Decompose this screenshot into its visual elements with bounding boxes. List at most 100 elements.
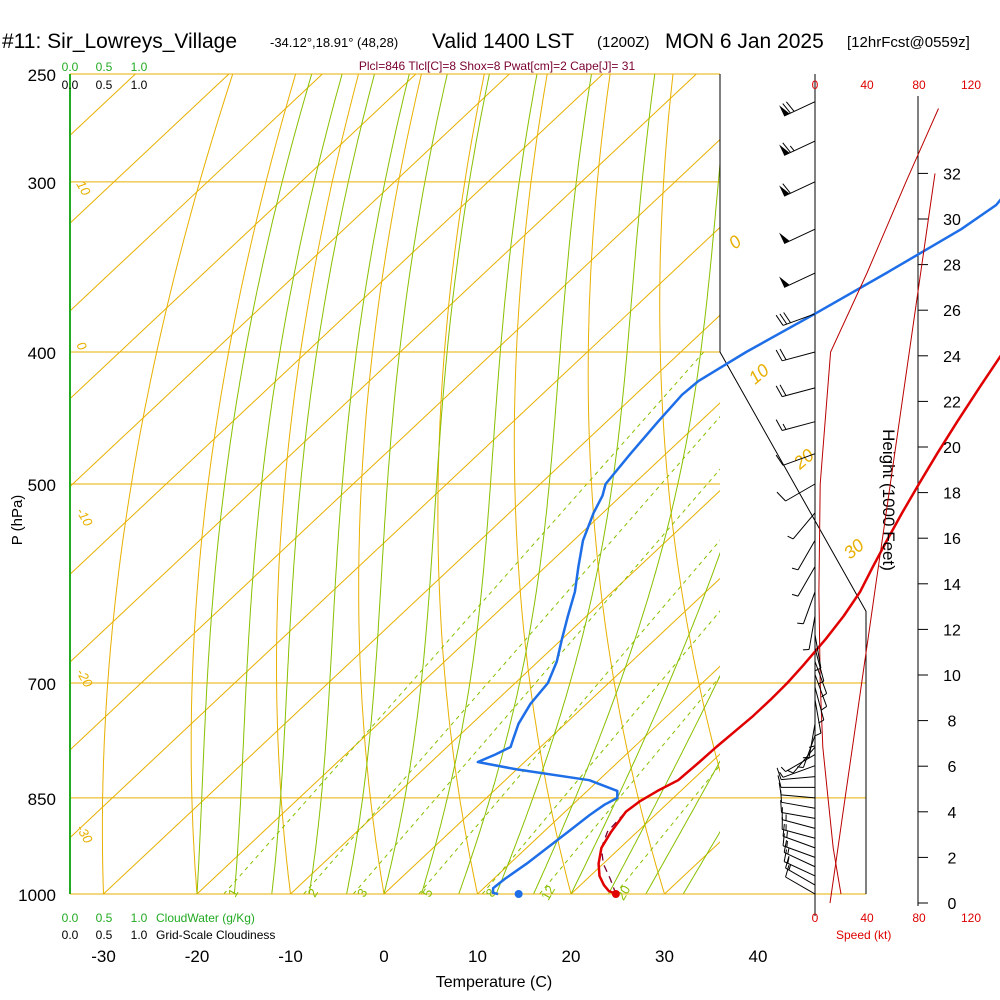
mixing-ratio-label: 12: [538, 883, 558, 903]
barb-flag: [783, 849, 788, 862]
barb-flag: [775, 349, 783, 362]
barb-flag: [777, 775, 782, 788]
dry-adiabat-label: 0: [73, 339, 90, 353]
dry-adiabat: [987, 50, 1000, 894]
isotherm: [290, 490, 720, 894]
barb-pennant: [779, 232, 790, 244]
barb-half-flag: [788, 863, 792, 871]
cloud-top-tick: 1.0: [131, 60, 148, 74]
surface-temp-dot: [611, 890, 620, 898]
isotherm: [70, 74, 230, 224]
barb-flag: [776, 491, 786, 502]
wind-barb: [782, 833, 816, 858]
parcel-path: [600, 811, 627, 895]
wind-barb: [781, 807, 816, 829]
height-tick-label: 26: [943, 303, 961, 320]
wind-barb: [783, 840, 816, 868]
pressure-tick-label: 300: [28, 174, 56, 193]
dry-adiabat: [587, 74, 665, 894]
moist-adiabat: [420, 74, 538, 894]
wind-barb: [775, 384, 816, 398]
barb-flag: [775, 454, 784, 466]
barb-half-flag: [787, 535, 794, 540]
forecast-date: MON 6 Jan 2025: [665, 30, 824, 53]
barb-staff: [792, 746, 816, 774]
wind-barb: [775, 312, 816, 326]
pressure-tick-label: 700: [28, 675, 56, 694]
barb-staff: [814, 661, 828, 694]
barb-half-flag: [818, 719, 825, 724]
height-tick-label: 28: [943, 258, 961, 275]
moist-adiabat: [271, 74, 375, 894]
isotherm: [852, 74, 1000, 894]
moist-adiabat: [495, 74, 656, 894]
height-tick-label: 0: [948, 896, 957, 913]
speed-top-tick: 80: [912, 78, 926, 92]
height-tick-label: 4: [948, 805, 957, 822]
moist-adiabat: [383, 74, 490, 894]
wind-barb: [814, 699, 822, 737]
wind-barb: [777, 775, 815, 788]
mixing-ratio-label: 3: [354, 886, 371, 900]
pressure-tick-label: 400: [28, 344, 56, 363]
barb-pennant: [779, 105, 790, 117]
mixing-ratio-line: [418, 539, 720, 894]
barb-flag: [785, 864, 790, 878]
temp-tick-label: 30: [655, 947, 674, 966]
barb-half-flag: [786, 831, 788, 838]
barb-staff: [783, 851, 816, 868]
barb-half-flag: [787, 847, 790, 855]
barb-flag: [775, 419, 783, 431]
barb-staff: [782, 313, 816, 326]
barb-staff: [785, 867, 816, 886]
speed-bottom-tick: 40: [860, 911, 874, 925]
barb-flag: [782, 183, 791, 194]
height-tick-label: 6: [948, 759, 957, 776]
isotherm: [383, 577, 720, 894]
barb-staff: [782, 351, 816, 362]
cloudiness-bottom-tick: 1.0: [131, 928, 148, 942]
barb-staff: [808, 615, 816, 650]
dry-adiabat-label: -20: [73, 666, 96, 690]
wind-barb: [775, 419, 816, 431]
wind-barb: [780, 800, 816, 819]
barb-pennant: [779, 276, 790, 288]
isotherm-label: 0: [725, 231, 746, 253]
temp-tick-label: -30: [91, 947, 116, 966]
barb-staff: [782, 828, 816, 839]
moist-adiabat: [308, 74, 410, 894]
height-pressure-curve: [829, 173, 936, 904]
barb-half-flag: [780, 766, 786, 772]
mixing-ratio-label: 5: [419, 886, 436, 900]
barb-staff: [814, 687, 825, 721]
barb-staff: [797, 566, 816, 597]
barb-staff: [782, 421, 816, 431]
mixing-ratio-line: [352, 468, 720, 894]
dry-adiabat-label: -30: [73, 822, 96, 846]
barb-half-flag: [821, 706, 827, 711]
barb-half-flag: [815, 667, 822, 672]
barb-staff: [783, 140, 816, 156]
wind-barb: [787, 746, 816, 774]
x-axis-label: Temperature (C): [436, 974, 552, 991]
mixing-ratio-label: 1: [225, 886, 242, 900]
barb-flag: [779, 348, 787, 361]
moist-adiabat: [570, 551, 720, 894]
barb-staff: [782, 765, 816, 778]
pressure-tick-label: 1000: [18, 886, 56, 905]
barb-half-flag: [791, 593, 799, 597]
barb-staff: [781, 801, 816, 809]
barb-staff: [808, 723, 816, 758]
mixing-ratio-line: [223, 351, 705, 894]
cloudiness-bottom-tick: 0.0: [62, 928, 79, 942]
mixing-ratio-label: 20: [613, 883, 633, 903]
barb-staff: [781, 811, 816, 819]
barb-flag: [779, 313, 788, 325]
barb-staff: [814, 699, 822, 734]
temperature-line: [597, 354, 1000, 896]
barb-flag: [775, 385, 783, 397]
cloudiness-top-tick: 0.5: [96, 78, 113, 92]
height-tick-label: 32: [943, 166, 961, 183]
cloud-bottom-tick: 1.0: [131, 911, 148, 925]
